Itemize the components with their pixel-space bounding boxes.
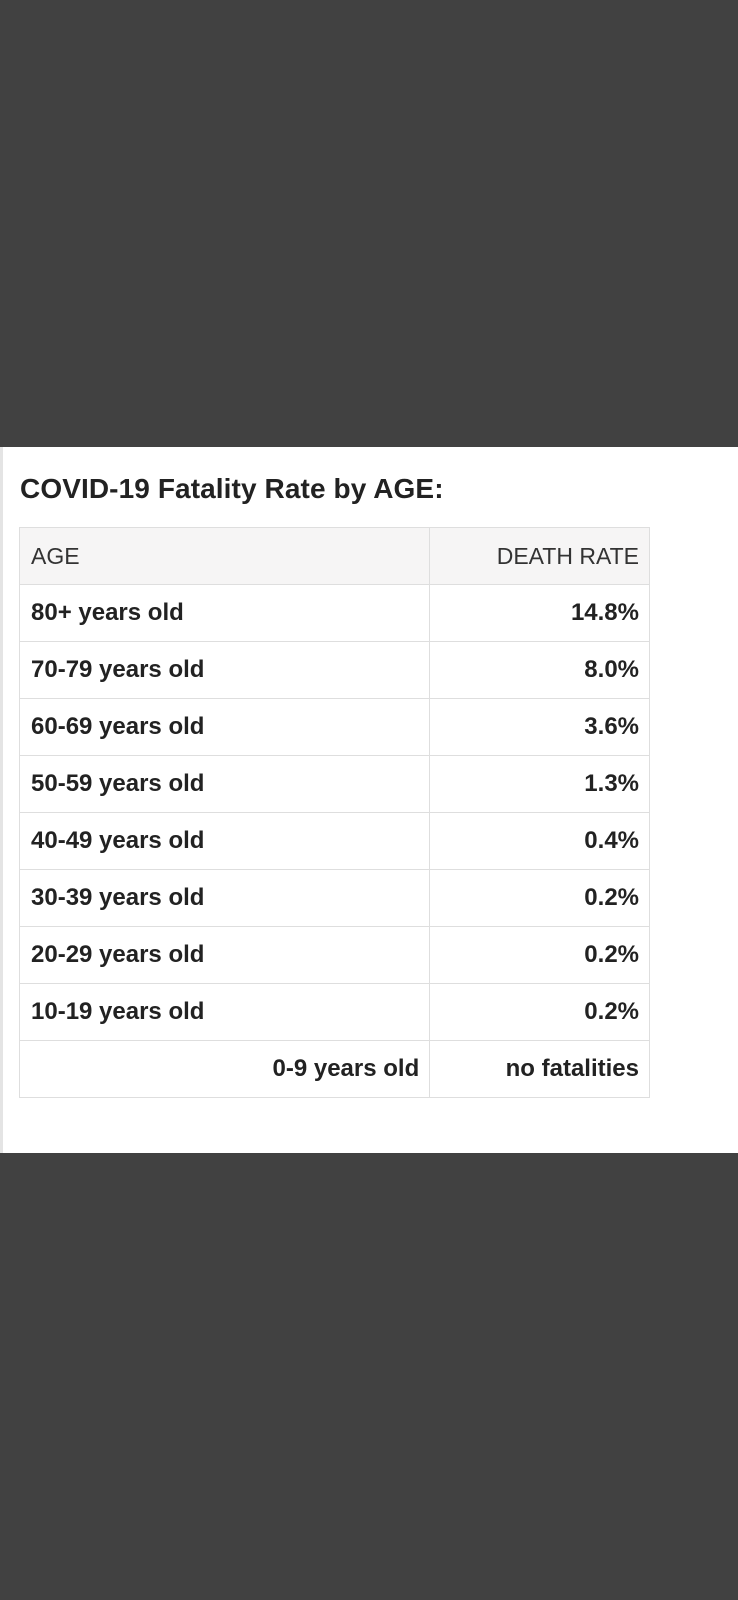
- death-rate-cell: 0.2%: [429, 869, 650, 927]
- death-rate-cell: 0.2%: [429, 983, 650, 1041]
- age-cell: 80+ years old: [18, 584, 431, 642]
- age-cell: 0-9 years old: [18, 1040, 431, 1098]
- card-edge-divider: [0, 447, 3, 1153]
- age-cell: 10-19 years old: [18, 983, 431, 1041]
- page-title: COVID-19 Fatality Rate by AGE:: [20, 473, 444, 504]
- death-rate-cell: 14.8%: [429, 584, 650, 642]
- age-cell: 20-29 years old: [18, 926, 431, 984]
- age-cell: 70-79 years old: [18, 641, 431, 699]
- table-row: 50-59 years old 1.3%: [18, 755, 650, 813]
- column-header-death-rate: DEATH RATE: [429, 527, 650, 585]
- table-row: 70-79 years old 8.0%: [18, 641, 650, 699]
- age-cell: 60-69 years old: [18, 698, 431, 756]
- death-rate-cell: 3.6%: [429, 698, 650, 756]
- table-row: 80+ years old 14.8%: [18, 584, 650, 642]
- table-header-row: AGE DEATH RATE: [18, 527, 650, 585]
- age-cell: 40-49 years old: [18, 812, 431, 870]
- death-rate-cell: 0.2%: [429, 926, 650, 984]
- age-cell: 50-59 years old: [18, 755, 431, 813]
- death-rate-cell: 8.0%: [429, 641, 650, 699]
- table-row: 40-49 years old 0.4%: [18, 812, 650, 870]
- table-row: 10-19 years old 0.2%: [18, 983, 650, 1041]
- fatality-rate-table: AGE DEATH RATE 80+ years old 14.8% 70-79…: [18, 527, 650, 1098]
- content-card: COVID-19 Fatality Rate by AGE: AGE DEATH…: [0, 447, 738, 1153]
- death-rate-cell: no fatalities: [429, 1040, 650, 1098]
- age-cell: 30-39 years old: [18, 869, 431, 927]
- death-rate-cell: 0.4%: [429, 812, 650, 870]
- column-header-age: AGE: [18, 527, 431, 585]
- table-row: 30-39 years old 0.2%: [18, 869, 650, 927]
- table-row: 60-69 years old 3.6%: [18, 698, 650, 756]
- table-row: 20-29 years old 0.2%: [18, 926, 650, 984]
- table-row: 0-9 years old no fatalities: [18, 1040, 650, 1098]
- death-rate-cell: 1.3%: [429, 755, 650, 813]
